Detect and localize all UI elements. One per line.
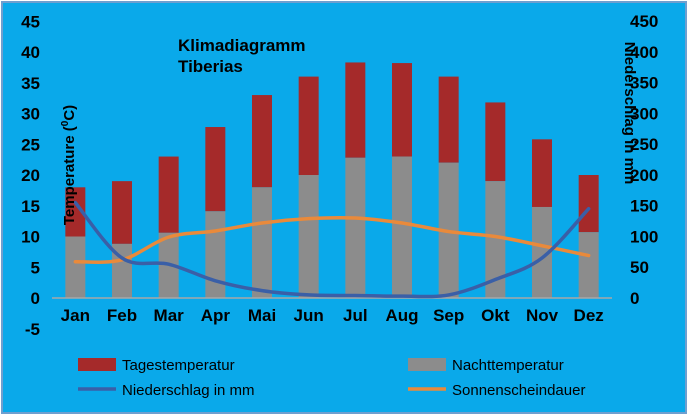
right-tick-label: 150	[630, 197, 658, 216]
bar-day-sep	[438, 76, 459, 163]
left-tick-label: 30	[21, 105, 40, 124]
bar-night-dez	[578, 232, 599, 298]
right-tick-label: 400	[630, 43, 658, 62]
bar-night-jun	[298, 175, 319, 298]
chart-title: Klimadiagramm	[178, 36, 306, 55]
left-axis-label-main: Temperature (	[61, 126, 78, 225]
left-tick-label: 45	[21, 12, 40, 31]
x-tick-label: Nov	[526, 306, 559, 325]
bar-night-jan	[65, 236, 86, 298]
bar-day-okt	[485, 102, 506, 182]
legend: Tagestemperatur Nachttemperatur Niederschl…	[78, 357, 585, 399]
bar-day-jul	[345, 62, 366, 158]
left-tick-label: 25	[21, 135, 40, 154]
plot-area	[52, 62, 612, 299]
right-tick-label: 300	[630, 104, 658, 123]
bar-night-aug	[392, 156, 412, 298]
legend-label: Niederschlag in mm	[122, 382, 255, 399]
left-tick-label: 20	[21, 166, 40, 185]
bar-night-jul	[345, 157, 366, 298]
right-tick-label: 100	[630, 227, 658, 246]
right-axis-ticks: 0 50 100 150 200 250 300 350 400 450	[630, 12, 658, 308]
x-tick-label: Feb	[107, 306, 137, 325]
bar-day-nov	[532, 139, 552, 207]
left-tick-label: 5	[31, 258, 40, 277]
legend-swatch-nachttemperatur	[408, 358, 446, 371]
chart-subtitle: Tiberias	[178, 57, 243, 76]
bar-day-feb	[112, 181, 132, 244]
right-tick-label: 50	[630, 258, 649, 277]
x-tick-label: Apr	[201, 306, 231, 325]
left-tick-label: 35	[21, 74, 40, 93]
line-sonnenscheindauer	[73, 215, 591, 264]
bar-day-aug	[392, 63, 412, 157]
bar-day-mar	[158, 156, 179, 233]
x-axis-ticks: Jan Feb Mar Apr Mai Jun Jul Aug Sep Okt Nov Dez	[61, 306, 604, 325]
bar-night-okt	[485, 181, 506, 298]
x-tick-label: Jul	[343, 306, 368, 325]
left-axis-label-end: C)	[61, 105, 78, 121]
legend-label: Nachttemperatur	[452, 357, 564, 374]
x-tick-label: Mai	[248, 306, 276, 325]
left-tick-label: 15	[21, 197, 40, 216]
bar-day-apr	[205, 127, 226, 212]
left-axis-label: Temperature (0C)	[60, 105, 78, 225]
left-axis-label-sup: 0	[60, 120, 71, 126]
line-niederschlag	[73, 200, 591, 299]
right-tick-label: 350	[630, 74, 658, 93]
legend-label: Tagestemperatur	[122, 357, 235, 374]
right-tick-label: 450	[630, 12, 658, 31]
bar-night-apr	[205, 211, 226, 298]
x-tick-label: Dez	[574, 306, 604, 325]
bar-day-jun	[298, 76, 319, 175]
right-tick-label: 0	[630, 289, 639, 308]
right-axis-label: Niederschlag in mm	[621, 42, 638, 185]
x-tick-label: Jan	[61, 306, 90, 325]
x-tick-label: Sep	[433, 306, 464, 325]
x-tick-label: Aug	[385, 306, 418, 325]
legend-swatch-tagestemperatur	[78, 358, 116, 371]
legend-label: Sonnenscheindauer	[452, 382, 585, 399]
bar-day-mai	[252, 95, 272, 188]
right-tick-label: 200	[630, 166, 658, 185]
bar-day-jan	[65, 187, 86, 237]
left-tick-label: 10	[21, 228, 40, 247]
left-axis-ticks: -5 0 5 10 15 20 25 30 35 40 45	[21, 12, 40, 339]
left-tick-label: 40	[21, 43, 40, 62]
x-tick-label: Okt	[481, 306, 510, 325]
left-tick-label: -5	[25, 320, 40, 339]
right-tick-label: 250	[630, 135, 658, 154]
bar-night-mai	[252, 187, 272, 298]
left-tick-label: 0	[31, 289, 40, 308]
x-tick-label: Mar	[154, 306, 185, 325]
x-tick-label: Jun	[294, 306, 324, 325]
bar-night-nov	[532, 206, 552, 298]
bar-day-dez	[578, 175, 599, 233]
